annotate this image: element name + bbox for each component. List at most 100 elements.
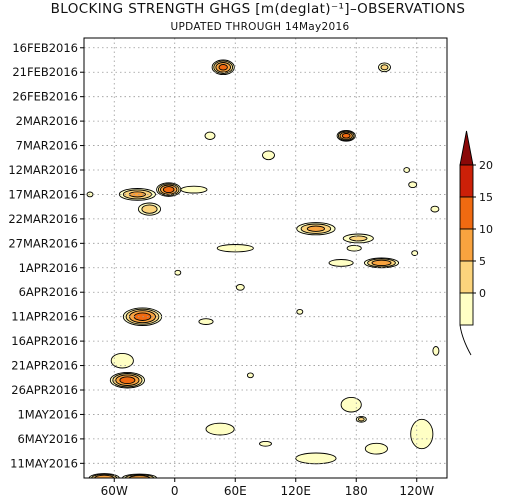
block-event	[336, 129, 356, 142]
block-event	[296, 308, 304, 315]
colorbar-tick-label: 5	[479, 255, 486, 268]
block-event	[198, 318, 214, 325]
contour-level-0	[295, 452, 337, 465]
y-tick-label: 17MAR2016	[8, 187, 78, 201]
block-event	[363, 257, 400, 269]
contour-level-15	[162, 186, 175, 194]
y-tick-label: 7MAR2016	[16, 139, 78, 153]
blocking-field	[86, 59, 440, 478]
contour-level-0	[216, 244, 254, 253]
block-event	[110, 352, 134, 369]
y-tick-label: 6APR2016	[19, 285, 78, 299]
y-tick-label: 6MAY2016	[17, 432, 78, 446]
block-event	[355, 415, 367, 423]
contour-level-0	[411, 250, 419, 256]
contour-level-0	[235, 283, 245, 291]
block-event	[408, 181, 418, 189]
contour-level-0	[408, 181, 418, 189]
block-event	[235, 283, 245, 291]
block-event	[346, 244, 362, 252]
contour-level-0	[346, 244, 362, 252]
contour-level-10	[128, 475, 151, 478]
chart-subtitle: UPDATED THROUGH 14May2016	[171, 21, 350, 33]
y-tick-label: 16FEB2016	[12, 41, 78, 55]
y-tick-label: 22MAR2016	[8, 212, 78, 226]
colorbar-tick-label: 10	[479, 223, 493, 236]
colorbar-segment	[459, 292, 474, 326]
contour-level-0	[340, 396, 362, 413]
contour-level-0	[430, 205, 440, 213]
y-tick-label: 27MAR2016	[8, 236, 78, 250]
block-event	[262, 150, 275, 161]
contour-level-0	[410, 418, 434, 450]
contour-level-0	[432, 346, 440, 356]
contour-level-0	[205, 422, 235, 436]
contour-level-0	[110, 352, 134, 369]
contour-level-5	[141, 204, 158, 214]
y-tick-label: 21APR2016	[11, 359, 78, 373]
block-event	[340, 396, 362, 413]
block-event	[430, 205, 440, 213]
colorbar-tick-label: 20	[479, 159, 493, 172]
y-tick-label: 26APR2016	[11, 383, 78, 397]
block-event	[410, 418, 434, 450]
plot-frame	[83, 37, 448, 479]
block-event	[174, 269, 182, 276]
contour-level-10	[306, 225, 325, 232]
block-event	[432, 346, 440, 356]
block-event	[296, 222, 336, 236]
block-event	[137, 202, 162, 216]
block-event	[180, 185, 208, 194]
block-event	[295, 452, 337, 465]
colorbar-segment	[459, 228, 474, 262]
block-event	[364, 442, 388, 455]
block-event	[342, 233, 374, 244]
block-event	[205, 422, 235, 436]
y-axis: 16FEB2016 21FEB2016 26FEB2016 2MAR2016 7MAR2…	[8, 41, 84, 470]
x-tick-label: 60W	[101, 484, 128, 497]
contour-level-0	[328, 259, 354, 267]
y-tick-label: 11APR2016	[11, 310, 78, 324]
chart-title: BLOCKING STRENGTH GHGS [m(deglat)⁻¹]–OBS…	[51, 1, 466, 17]
block-event	[156, 182, 182, 197]
block-event	[328, 259, 354, 267]
contour-level-10	[371, 259, 392, 267]
contour-level-15	[119, 376, 136, 385]
x-tick-label: 120E	[281, 484, 312, 497]
contour-level-15	[218, 64, 228, 71]
colorbar: 0 5 10 15 20	[459, 130, 493, 356]
block-event	[211, 59, 235, 76]
y-tick-label: 12MAR2016	[8, 163, 78, 177]
x-tick-label: 0	[171, 484, 179, 497]
contour-level-0	[259, 440, 272, 447]
colorbar-tick-label: 15	[479, 191, 493, 204]
block-event	[109, 371, 145, 389]
x-tick-label: 180	[345, 484, 368, 497]
block-event	[378, 62, 391, 73]
contour-level-5	[357, 417, 365, 422]
block-event	[216, 244, 254, 253]
colorbar-segment	[459, 164, 474, 198]
contour-level-0	[180, 185, 208, 194]
grid-lines	[84, 38, 447, 478]
contour-level-0	[246, 372, 254, 379]
contour-level-0	[174, 269, 182, 276]
contour-level-0	[364, 442, 388, 455]
contour-level-5	[349, 235, 368, 242]
contour-level-0	[296, 308, 304, 315]
y-tick-label: 21FEB2016	[12, 65, 78, 79]
contour-level-15	[341, 133, 351, 139]
contour-level-0	[262, 150, 275, 161]
contour-level-0	[204, 131, 216, 140]
y-tick-label: 16APR2016	[11, 334, 78, 348]
block-event	[204, 131, 216, 140]
contour-level-10	[94, 474, 115, 478]
y-tick-label: 26FEB2016	[12, 90, 78, 104]
y-tick-label: 11MAY2016	[10, 456, 78, 470]
y-tick-label: 1APR2016	[19, 261, 78, 275]
colorbar-segment	[459, 196, 474, 230]
block-event	[246, 372, 254, 379]
colorbar-tick-label: 0	[479, 287, 486, 300]
x-tick-label: 120W	[399, 484, 434, 497]
y-tick-label: 1MAY2016	[17, 407, 78, 421]
